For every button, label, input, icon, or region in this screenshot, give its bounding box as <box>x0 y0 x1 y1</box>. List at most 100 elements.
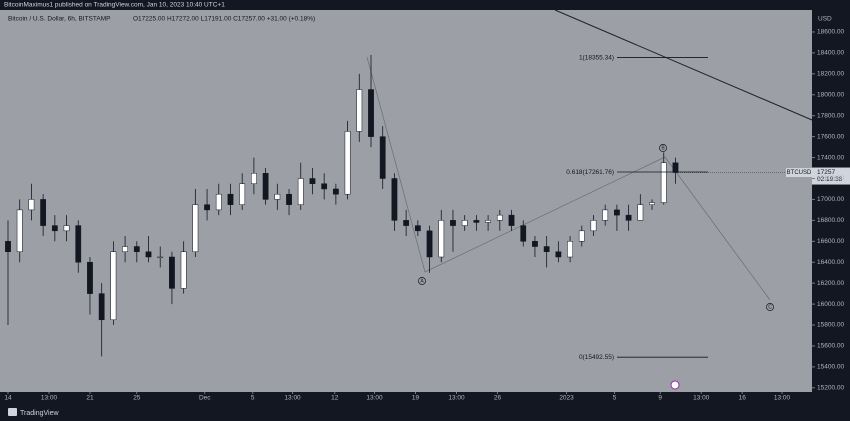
y-tick-label: 18200.00 <box>817 71 844 78</box>
ohlc-legend: O17225.00 H17272.00 L17191.00 C17257.00 … <box>133 16 315 23</box>
brand: TradingView <box>20 410 59 417</box>
wave-label: C <box>768 305 772 311</box>
y-tick-label: 17400.00 <box>817 154 844 161</box>
candle-body <box>403 220 410 226</box>
candle-body <box>450 220 456 226</box>
y-tick-label: 15400.00 <box>817 364 844 371</box>
y-tick-label: 18400.00 <box>817 50 844 57</box>
candle-body <box>660 162 667 203</box>
candle-body <box>602 209 609 221</box>
fib-label: 0(15492.55) <box>579 354 614 361</box>
x-tick-label: 9 <box>658 395 662 402</box>
candle-body <box>567 241 573 258</box>
candle-body <box>40 199 47 226</box>
y-tick-label: 16600.00 <box>817 238 844 245</box>
candle-body <box>309 178 316 184</box>
y-unit: USD <box>818 16 832 23</box>
candle-body <box>251 173 257 184</box>
candles <box>5 55 679 357</box>
x-tick-label: 21 <box>86 395 94 402</box>
candle-body <box>262 173 269 200</box>
candle-body <box>438 220 445 258</box>
candle-body <box>555 251 562 258</box>
y-tick-label: 17600.00 <box>817 133 844 140</box>
x-tick-label: 13:00 <box>41 395 58 402</box>
candle-body <box>625 214 632 221</box>
candle-body <box>204 204 210 211</box>
price-box <box>812 167 850 185</box>
x-tick-label: 2023 <box>559 395 574 402</box>
x-tick-label: 12 <box>331 395 339 402</box>
x-tick-label: 26 <box>494 395 502 402</box>
candle-body <box>5 241 11 253</box>
fib-label: 1(18355.34) <box>579 54 614 61</box>
candle-body <box>496 214 503 221</box>
x-tick-label: 5 <box>251 395 255 402</box>
y-tick-label: 17200.00 <box>817 175 844 182</box>
candle-body <box>332 188 339 195</box>
candle-body <box>532 241 538 247</box>
candle-body <box>391 178 398 221</box>
candle-body <box>215 193 222 211</box>
candle-body <box>110 251 117 321</box>
fib-label: 0.618(17261.76) <box>566 169 614 176</box>
candle-body <box>98 293 105 321</box>
candle-body <box>672 162 679 173</box>
countdown: 02:19:38 <box>817 176 843 183</box>
x-tick-label: 16 <box>739 395 747 402</box>
x-tick-label: 13:00 <box>366 395 383 402</box>
y-tick-label: 17800.00 <box>817 112 844 119</box>
candle-body <box>180 251 187 289</box>
x-tick-label: 13:00 <box>448 395 465 402</box>
symbol: BTCUSD <box>787 170 812 176</box>
candle-body <box>239 183 246 205</box>
y-tick-label: 18600.00 <box>817 29 844 36</box>
x-tick-label: 14 <box>4 395 12 402</box>
trend-line <box>554 9 813 121</box>
x-tick-label: 13:00 <box>284 395 301 402</box>
overlay: 1(18355.34) 0.618(17261.76) 0(15492.55) A B C… <box>418 54 850 361</box>
candle-body <box>63 225 70 232</box>
candle-body <box>145 251 152 258</box>
wave-label: B <box>661 146 665 152</box>
candle-body <box>637 204 644 221</box>
x-tick-label: 5 <box>613 395 617 402</box>
candle-body <box>51 225 58 232</box>
y-tick-label: 16400.00 <box>817 259 844 266</box>
y-tick-label: 16200.00 <box>817 280 844 287</box>
candle-body <box>157 256 164 259</box>
candle-body <box>297 178 304 205</box>
candle-body <box>473 220 480 223</box>
candle-body <box>344 131 351 195</box>
candle-body <box>614 209 620 216</box>
event-icon[interactable] <box>670 380 680 390</box>
x-tick-label: Dec <box>199 395 211 402</box>
candle-body <box>543 246 550 253</box>
candle-body <box>133 246 140 253</box>
x-tick-label: 13:00 <box>774 395 791 402</box>
wave-marker <box>766 303 774 311</box>
candle-body <box>16 209 23 253</box>
candle-body <box>356 89 363 132</box>
candle-body <box>286 193 292 205</box>
x-tick-label: 13:00 <box>693 395 710 402</box>
candle-body <box>508 214 515 226</box>
candle-body <box>649 202 655 205</box>
candle-body <box>485 220 491 223</box>
candle-body <box>192 204 199 253</box>
wave-path <box>366 56 771 301</box>
wave-label: A <box>420 279 424 285</box>
candle-body <box>169 256 175 289</box>
candle-body <box>274 193 281 200</box>
subtitle: BitcoinMaximus1 published on TradingView… <box>4 2 225 9</box>
x-tick-label: 25 <box>133 395 141 402</box>
symbol-box <box>786 168 812 178</box>
y-tick-label: 16000.00 <box>817 301 844 308</box>
title: Bitcoin / U.S. Dollar, 6h, BITSTAMP <box>8 16 110 23</box>
candle-body <box>578 230 585 242</box>
x-tick-label: 19 <box>412 395 420 402</box>
candle-body <box>379 136 386 179</box>
candle-body <box>426 230 433 258</box>
